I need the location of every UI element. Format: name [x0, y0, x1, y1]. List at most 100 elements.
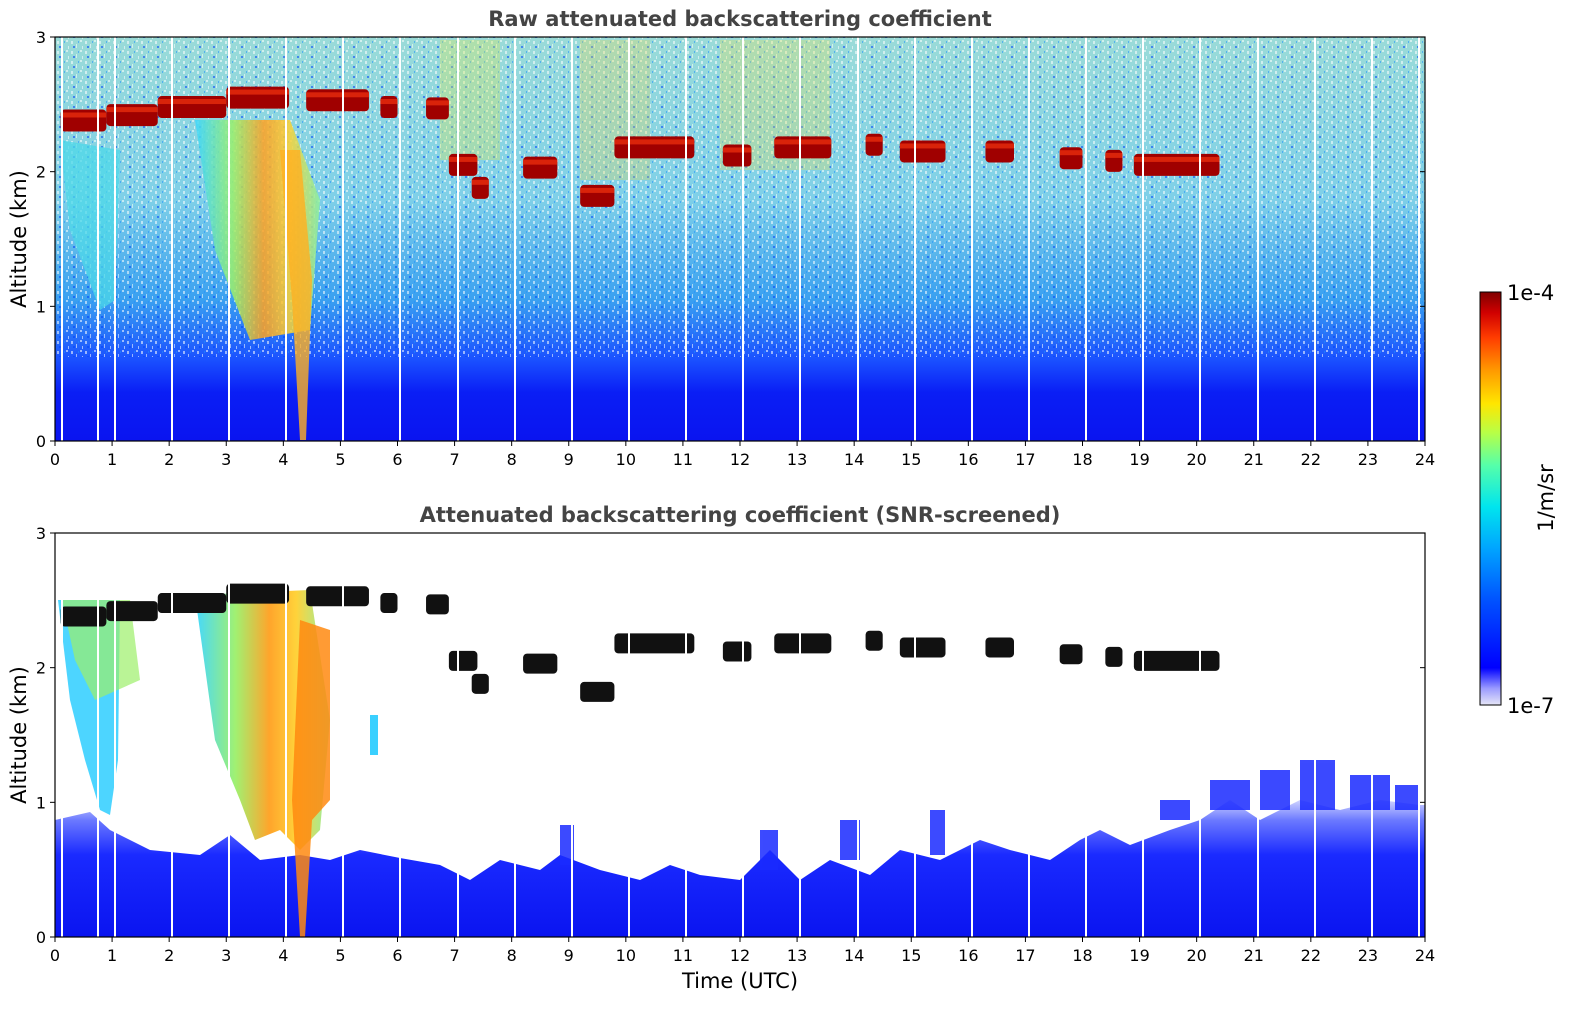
raw-panel-title: Raw attenuated backscattering coefficien…	[488, 7, 992, 31]
screened-x-tick-label: 19	[1129, 946, 1149, 965]
raw-x-tick-label: 22	[1301, 450, 1321, 469]
screened-cloud-segment	[580, 681, 615, 702]
raw-y-tick-label: 0	[36, 432, 46, 451]
raw-cloud-edge	[722, 147, 752, 153]
raw-cloud-edge	[1059, 150, 1083, 156]
raw-cloud-layer	[60, 86, 1220, 207]
screened-cloud-segment	[1105, 646, 1123, 667]
raw-heatmap	[55, 37, 1425, 441]
raw-x-tick-label: 10	[616, 450, 636, 469]
screened-cloud-segment	[1059, 644, 1083, 665]
screened-x-tick-label: 16	[958, 946, 978, 965]
screened-x-tick-label: 14	[844, 946, 864, 965]
screened-cloud-segment	[774, 633, 832, 654]
raw-gap-lines	[61, 37, 1420, 441]
screened-cloud-segment	[157, 593, 227, 614]
screened-x-tick-label: 9	[564, 946, 574, 965]
raw-cloud-edge	[380, 99, 398, 105]
screened-y-tick-label: 2	[36, 659, 46, 678]
raw-y-ticks: 0 1 2 3	[36, 28, 1425, 451]
raw-cloud-edge	[899, 143, 946, 149]
raw-cloud-edge	[306, 92, 369, 98]
raw-x-tick-label: 11	[673, 450, 693, 469]
raw-cloud-edge	[580, 187, 615, 193]
raw-x-tick-label: 6	[392, 450, 402, 469]
screened-cloud-segment	[426, 594, 449, 615]
raw-x-tick-label: 9	[564, 450, 574, 469]
screened-cloud-segment	[60, 606, 107, 627]
screened-x-tick-label: 3	[221, 946, 231, 965]
screened-cloud-segment	[380, 593, 398, 614]
raw-cloud-edge	[448, 156, 478, 162]
screened-x-ticks: 0 1 2 3 4 5 6 7 8 9 10 11 12 13 14 15 16 17 18 19 20 21 22 23 24	[50, 937, 1435, 965]
screened-cloud-segment	[106, 601, 158, 622]
colorbar-min-label: 1e-7	[1507, 694, 1554, 718]
x-axis-label: Time (UTC)	[681, 969, 798, 993]
screened-x-tick-label: 13	[787, 946, 807, 965]
raw-x-tick-label: 20	[1186, 450, 1206, 469]
screened-x-tick-label: 22	[1301, 946, 1321, 965]
colorbar-max-label: 1e-4	[1507, 281, 1554, 305]
screened-x-tick-label: 11	[673, 946, 693, 965]
screened-heatmap	[55, 533, 1425, 937]
screened-y-axis-label: Altitude (km)	[7, 666, 31, 804]
raw-cloud-edge	[774, 139, 832, 145]
raw-cloud-edge	[471, 179, 489, 185]
raw-y-tick-label: 3	[36, 28, 46, 47]
screened-gap-lines	[61, 533, 1420, 937]
raw-cloud-edge	[106, 107, 158, 113]
screened-x-tick-label: 20	[1186, 946, 1206, 965]
raw-cloud-edge	[1105, 152, 1123, 158]
panel-screened: Attenuated backscattering coefficient (S…	[7, 503, 1435, 993]
raw-x-tick-label: 17	[1015, 450, 1035, 469]
screened-x-tick-label: 6	[392, 946, 402, 965]
screened-x-tick-label: 7	[449, 946, 459, 965]
screened-cloud-segment	[985, 637, 1014, 658]
raw-cloud-edge	[523, 159, 558, 165]
raw-cloud-edge	[226, 89, 290, 95]
raw-x-tick-label: 5	[335, 450, 345, 469]
raw-x-tick-label: 15	[901, 450, 921, 469]
raw-x-tick-label: 24	[1415, 450, 1435, 469]
screened-x-tick-label: 12	[730, 946, 750, 965]
screened-cloud-segment	[899, 637, 946, 658]
colorbar: 1e-4 1e-7 1/m/sr	[1479, 281, 1558, 718]
raw-y-axis-label: Altitude (km)	[7, 170, 31, 308]
screened-y-ticks: 0 1 2 3	[36, 524, 1425, 947]
raw-y-tick-label: 1	[36, 297, 46, 316]
raw-cloud-edge	[60, 112, 107, 118]
raw-x-ticks: 0 1 2 3 4 5 6 7 8 9 10 11 12 13 14 15 16 17 18 19 20 21 22 23 24	[50, 441, 1435, 469]
raw-x-tick-label: 1	[107, 450, 117, 469]
raw-x-tick-label: 16	[958, 450, 978, 469]
screened-panel-title: Attenuated backscattering coefficient (S…	[420, 503, 1061, 527]
panel-raw: Raw attenuated backscattering coefficien…	[7, 7, 1435, 469]
raw-x-tick-label: 14	[844, 450, 864, 469]
raw-cloud-edge	[426, 100, 449, 106]
screened-x-tick-label: 21	[1244, 946, 1264, 965]
raw-x-tick-label: 13	[787, 450, 807, 469]
colorbar-gradient	[1479, 291, 1502, 706]
screened-cloud-segment	[226, 583, 290, 604]
raw-cloud-edge	[865, 136, 883, 142]
raw-cloud-edge	[1133, 156, 1220, 162]
screened-y-tick-label: 1	[36, 793, 46, 812]
screened-cloud-segment	[523, 653, 558, 674]
raw-cloud-edge	[985, 143, 1014, 149]
screened-cloud-segment	[1133, 650, 1220, 671]
raw-x-tick-label: 12	[730, 450, 750, 469]
screened-x-tick-label: 24	[1415, 946, 1435, 965]
screened-cloud-segment	[722, 641, 752, 662]
screened-x-tick-label: 15	[901, 946, 921, 965]
screened-cloud-layer	[60, 583, 1220, 702]
screened-x-tick-label: 18	[1072, 946, 1092, 965]
screened-x-tick-label: 1	[107, 946, 117, 965]
screened-cloud-segment	[306, 586, 369, 607]
raw-x-tick-label: 7	[449, 450, 459, 469]
screened-cloud-segment	[448, 650, 478, 671]
raw-x-tick-label: 2	[164, 450, 174, 469]
screened-x-tick-label: 17	[1015, 946, 1035, 965]
screened-x-tick-label: 23	[1358, 946, 1378, 965]
screened-cloud-segment	[614, 633, 695, 654]
raw-x-tick-label: 19	[1129, 450, 1149, 469]
